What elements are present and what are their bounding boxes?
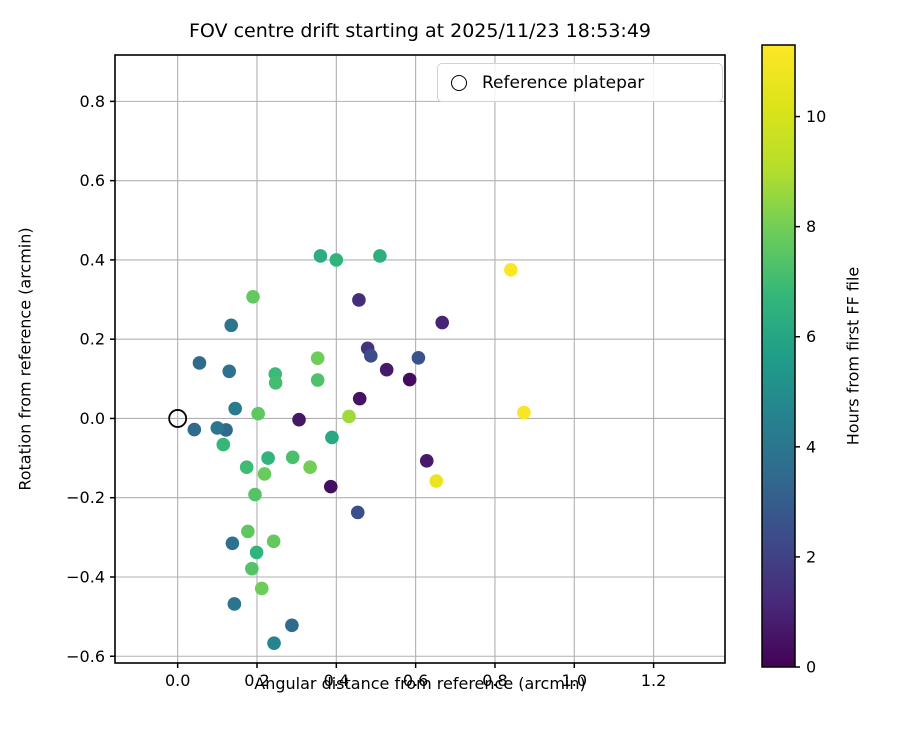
colorbar-tick-label: 4 [806,437,816,456]
data-point [292,412,306,427]
legend-label: Reference platepar [482,72,645,93]
x-tick-label: 0.8 [482,671,507,690]
chart-title: FOV centre drift starting at 2025/11/23 … [188,20,652,42]
y-tick-label: 0.6 [80,171,105,190]
data-point [402,372,417,387]
data-point [228,401,242,416]
data-point [379,362,394,377]
data-point [222,364,237,379]
data-point [285,618,299,633]
data-point [210,421,225,435]
data-point [313,249,328,263]
legend: Reference platepar [437,63,723,102]
data-point [435,315,450,330]
data-point [225,536,240,551]
data-point [245,561,259,576]
data-point [373,249,387,263]
data-point [517,405,531,420]
x-tick-label: 1.2 [641,671,666,690]
data-point [216,437,231,452]
data-point [303,460,317,475]
data-point [504,263,518,277]
data-point [254,581,269,596]
data-point [248,487,262,502]
y-tick-label: −0.6 [66,647,105,666]
colorbar-frame [761,44,796,668]
data-point [352,293,366,307]
data-point [352,391,367,406]
data-point [239,460,254,475]
data-point [342,409,356,424]
data-point [325,430,339,445]
y-tick-label: 0.4 [80,250,105,269]
x-tick-label: 0.4 [324,671,349,690]
y-axis-label: Rotation from reference (arcmin) [15,227,35,491]
x-tick-label: 0.6 [403,671,428,690]
y-tick-label: 0.8 [80,92,105,111]
colorbar-label: Hours from first FF file [843,266,863,446]
colorbar-tick-label: 6 [806,327,816,346]
data-point [285,450,300,465]
data-point [257,467,272,481]
colorbar-tick-label: 0 [806,658,816,677]
data-point [310,373,325,387]
x-tick-label: 0.0 [165,671,190,690]
data-point [267,636,281,650]
reference-circle-icon [451,74,467,91]
data-point [323,479,338,494]
data-point [246,289,260,304]
data-point [419,454,434,468]
data-point [261,451,275,465]
plot-frame [114,54,726,664]
data-point [429,474,444,488]
data-point [251,406,265,421]
colorbar-gradient [762,45,795,667]
colorbar-tick-label: 2 [806,547,816,566]
reference-marker [168,409,188,428]
data-point [241,524,255,539]
y-tick-label: −0.4 [66,567,105,586]
data-point [350,505,365,520]
data-point [411,351,426,365]
data-point [266,534,281,549]
data-point [187,422,202,437]
y-tick-label: −0.2 [66,488,105,507]
data-point [224,318,239,333]
data-point [249,545,264,560]
colorbar-tick-label: 8 [806,217,816,236]
y-tick-label: 0.0 [80,409,105,428]
x-tick-label: 1.0 [562,671,587,690]
data-point [192,356,207,370]
colorbar-tick-label: 10 [806,107,826,126]
data-point [364,349,378,363]
data-point [227,597,242,611]
data-point [268,375,283,390]
x-axis-label: Angular distance from reference (arcmin) [254,674,586,693]
y-tick-label: 0.2 [80,330,105,349]
data-point [310,351,325,366]
x-tick-label: 0.2 [244,671,269,690]
data-point [329,253,344,267]
